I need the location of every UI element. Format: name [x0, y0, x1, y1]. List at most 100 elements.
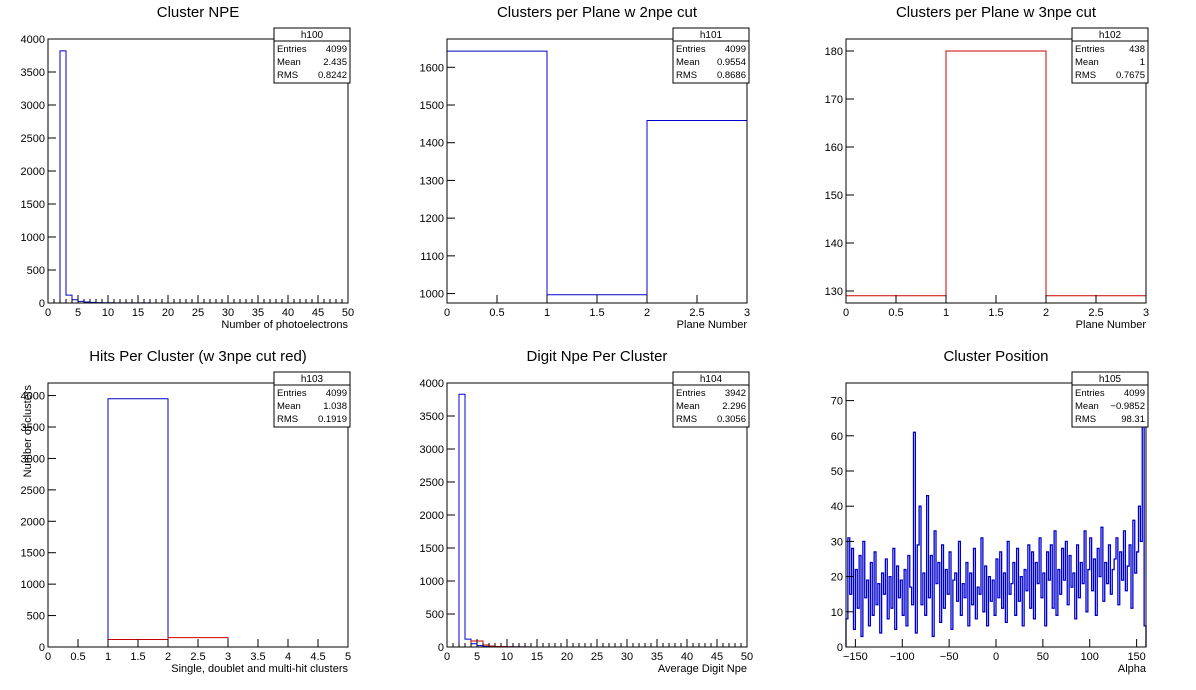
x-tick-label: 40 [282, 307, 294, 319]
x-tick-label: 3 [225, 651, 231, 663]
stats-row-key: Entries [1075, 44, 1105, 55]
x-tick-label: 1.5 [130, 651, 145, 663]
y-tick-label: 160 [825, 142, 843, 154]
stats-row-value: 0.8686 [717, 70, 746, 81]
stats-box-name: h103 [301, 374, 324, 385]
stats-row-value: 0.7675 [1116, 70, 1145, 81]
histogram-panel-5: Cluster Position −150 −100 −50 0 50 100 150 0 10 2… [831, 348, 1149, 675]
x-tick-label: 0 [993, 651, 999, 663]
y-tick-label: 1000 [420, 576, 444, 588]
x-tick-label: −50 [940, 651, 959, 663]
x-axis-label: Alpha [1118, 663, 1147, 675]
stats-row-key: Entries [277, 388, 307, 399]
y-tick-label: 50 [831, 466, 843, 478]
x-tick-label: 25 [192, 307, 204, 319]
histogram-panel-1: Clusters per Plane w 2npe cut 0 0.5 1 1.5 2 2.… [420, 4, 751, 331]
stats-row-value: 4099 [326, 388, 347, 399]
x-tick-label: 10 [501, 651, 513, 663]
y-tick-label: 1500 [21, 548, 45, 560]
stats-box-frame [273, 27, 351, 84]
y-tick-label: 3500 [21, 67, 45, 79]
y-tick-label: 3000 [21, 100, 45, 112]
histogram-series-0 [48, 50, 348, 304]
stats-row-key: RMS [676, 70, 697, 81]
y-tick-label: 0 [39, 298, 45, 310]
x-tick-label: 2.5 [689, 307, 704, 319]
x-tick-label: 0 [843, 307, 849, 319]
y-tick-label: 70 [831, 396, 843, 408]
y-tick-label: 500 [27, 611, 45, 623]
x-tick-label: 5 [474, 651, 480, 663]
stats-row-key: Entries [676, 388, 706, 399]
y-tick-label: 1500 [21, 199, 45, 211]
y-tick-label: 1000 [420, 289, 444, 301]
y-tick-label: 2500 [21, 133, 45, 145]
x-tick-label: 30 [222, 307, 234, 319]
stats-row-value: 98.31 [1121, 414, 1145, 425]
chart-title: Cluster NPE [157, 4, 240, 21]
x-axis-label: Average Digit Npe [658, 663, 747, 675]
y-tick-label: 10 [831, 607, 843, 619]
y-tick-label: 1500 [420, 543, 444, 555]
y-tick-label: 2500 [21, 485, 45, 497]
x-axis-label: Single, doublet and multi-hit clusters [171, 663, 348, 675]
y-tick-label: 3500 [21, 422, 45, 434]
y-tick-label: 2000 [21, 516, 45, 528]
stats-row-key: Mean [676, 57, 700, 68]
x-axis-label: Plane Number [677, 319, 748, 331]
histogram-series-0 [48, 398, 348, 648]
x-tick-label: 5 [75, 307, 81, 319]
x-tick-label: −100 [890, 651, 915, 663]
stats-row-key: Mean [277, 401, 301, 412]
histogram-panel-4: Digit Npe Per Cluster 0 5 10 15 20 25 30 35 40 45 5… [420, 348, 754, 675]
y-tick-label: 1200 [420, 213, 444, 225]
chart-title: Cluster Position [943, 348, 1048, 365]
x-tick-label: 2 [165, 651, 171, 663]
x-tick-label: 1 [943, 307, 949, 319]
x-tick-label: 15 [531, 651, 543, 663]
x-tick-label: 4.5 [310, 651, 325, 663]
y-tick-label: 1100 [420, 251, 444, 263]
stats-row-key: Mean [1075, 57, 1099, 68]
y-tick-label: 4000 [21, 34, 45, 46]
stats-row-value: 0.8242 [318, 70, 347, 81]
stats-row-value: 438 [1129, 44, 1145, 55]
y-tick-label: 1600 [420, 62, 444, 74]
x-tick-label: 25 [591, 651, 603, 663]
x-tick-label: 150 [1127, 651, 1145, 663]
x-tick-label: 0 [444, 651, 450, 663]
y-tick-label: 180 [825, 46, 843, 58]
y-tick-label: 40 [831, 501, 843, 513]
x-tick-label: 15 [132, 307, 144, 319]
stats-box-name: h105 [1099, 374, 1122, 385]
stats-row-key: RMS [1075, 414, 1096, 425]
histogram-series-0 [845, 50, 1147, 303]
stats-row-key: Mean [1075, 401, 1099, 412]
stats-row-key: RMS [1075, 70, 1096, 81]
y-axis-label: Number of clusters [22, 385, 34, 478]
stats-row-value: 0.3056 [717, 414, 746, 425]
stats-box: h100 Entries 4099 Mean 2.435 RMS 0.8242 [273, 27, 351, 84]
stats-box: h101 Entries 4099 Mean 0.9554 RMS 0.8686 [672, 27, 750, 84]
y-tick-label: 60 [831, 431, 843, 443]
histogram-panel-3: Hits Per Cluster (w 3npe cut red) 0 0.5 1 1.… [21, 348, 352, 675]
y-tick-label: 500 [27, 265, 45, 277]
x-tick-label: 30 [621, 651, 633, 663]
y-tick-label: 130 [825, 286, 843, 298]
y-tick-label: 1300 [420, 175, 444, 187]
stats-box-name: h102 [1099, 30, 1122, 41]
histogram-panel-2: Clusters per Plane w 3npe cut 0 0.5 1 1.5 2 2.… [825, 4, 1149, 331]
stats-row-key: Mean [676, 401, 700, 412]
stats-row-value: 0.1919 [318, 414, 347, 425]
stats-box-frame [672, 371, 750, 428]
x-axis-label: Number of photoelectrons [221, 319, 348, 331]
x-tick-label: 0.5 [888, 307, 903, 319]
y-tick-label: 3000 [420, 444, 444, 456]
y-tick-label: 0 [438, 642, 444, 654]
y-tick-label: 1000 [21, 579, 45, 591]
x-tick-label: 1 [544, 307, 550, 319]
y-tick-label: 20 [831, 572, 843, 584]
x-tick-label: 2.5 [1088, 307, 1103, 319]
